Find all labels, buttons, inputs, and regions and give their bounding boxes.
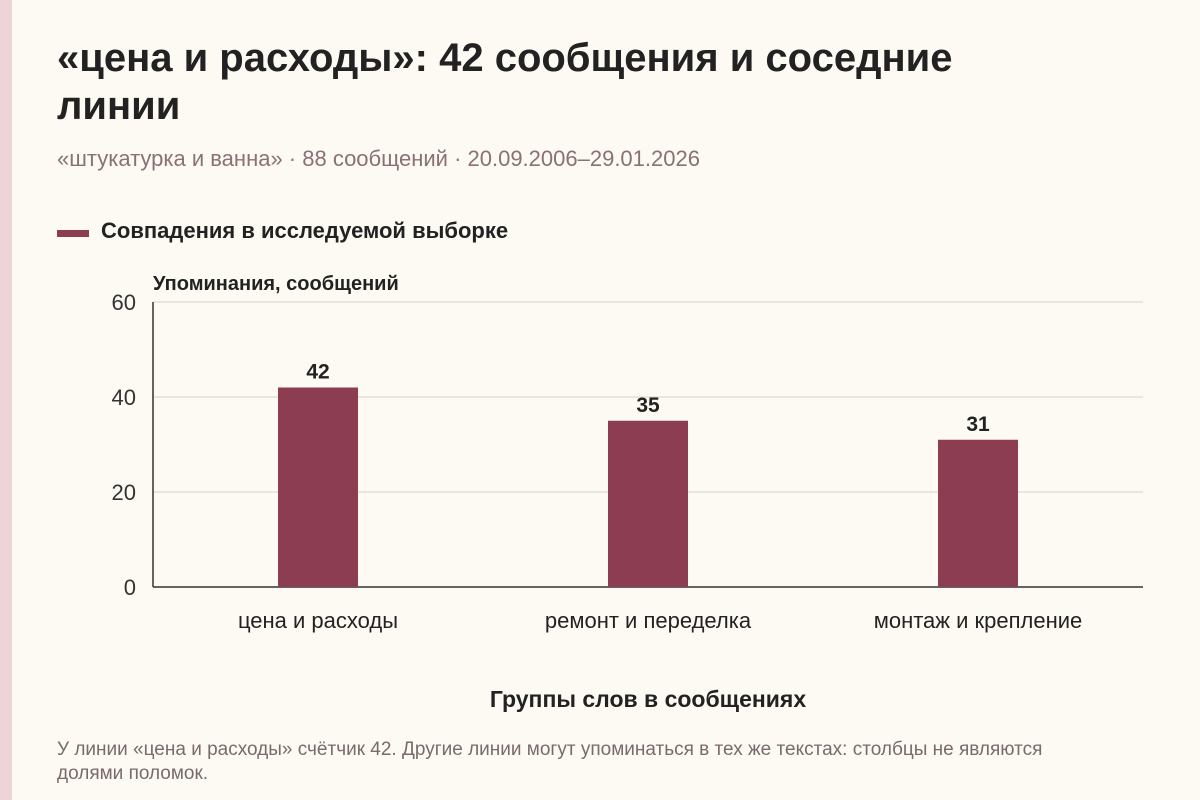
chart-subtitle: «штукатурка и ванна» · 88 сообщений · 20… <box>57 146 700 171</box>
footnote: У линии «цена и расходы» счётчик 42. Дру… <box>57 739 1043 784</box>
x-tick-label: цена и расходы <box>238 608 398 633</box>
bar <box>278 387 358 587</box>
y-tick-label: 20 <box>112 480 136 505</box>
x-axis-label: Группы слов в сообщениях <box>489 686 807 712</box>
chart-title: «цена и расходы»: 42 сообщения и соседни… <box>57 36 953 128</box>
x-tick-label: ремонт и переделка <box>545 608 752 633</box>
y-tick-label: 40 <box>112 385 136 410</box>
bar-value-label: 35 <box>636 394 660 417</box>
y-tick-label: 60 <box>112 290 136 315</box>
legend-swatch <box>57 229 89 237</box>
y-axis-label: Упоминания, сообщений <box>153 273 399 295</box>
y-tick-label: 0 <box>124 575 136 600</box>
bar <box>608 420 688 587</box>
legend: Совпадения в исследуемой выборке <box>57 218 508 244</box>
bar <box>938 439 1018 587</box>
bar-value-label: 42 <box>306 361 329 384</box>
bar-value-label: 31 <box>966 413 990 436</box>
accent-stripe <box>0 0 12 800</box>
x-tick-label: монтаж и крепление <box>874 608 1083 633</box>
legend-label: Совпадения в исследуемой выборке <box>101 218 509 243</box>
